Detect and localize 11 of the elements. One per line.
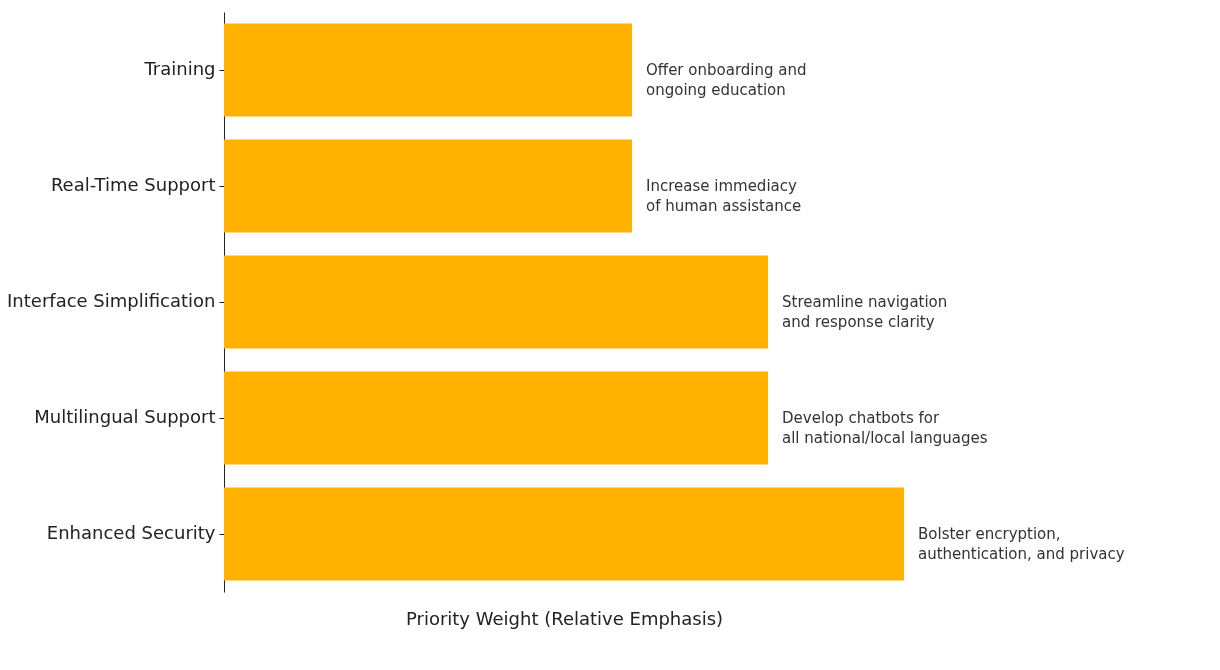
y-tick-label: Interface Simplification — [7, 290, 216, 311]
y-tick-label: Real-Time Support — [50, 174, 216, 195]
annotation: Streamline navigation and response clarity — [782, 293, 948, 331]
annotation: Bolster encryption, authentication, and privacy — [918, 525, 1125, 563]
x-axis-title: Priority Weight (Relative Emphasis) — [405, 607, 724, 629]
y-tick-label: Enhanced Security — [46, 522, 216, 543]
annotation: Offer onboarding and ongoing education — [646, 61, 807, 99]
y-tick-label: Training — [143, 58, 216, 79]
annotation: Increase immediacy of human assistance — [646, 177, 802, 215]
annotation: Develop chatbots for all national/local languages — [782, 409, 988, 447]
y-tick-label: Multilingual Support — [34, 406, 216, 427]
